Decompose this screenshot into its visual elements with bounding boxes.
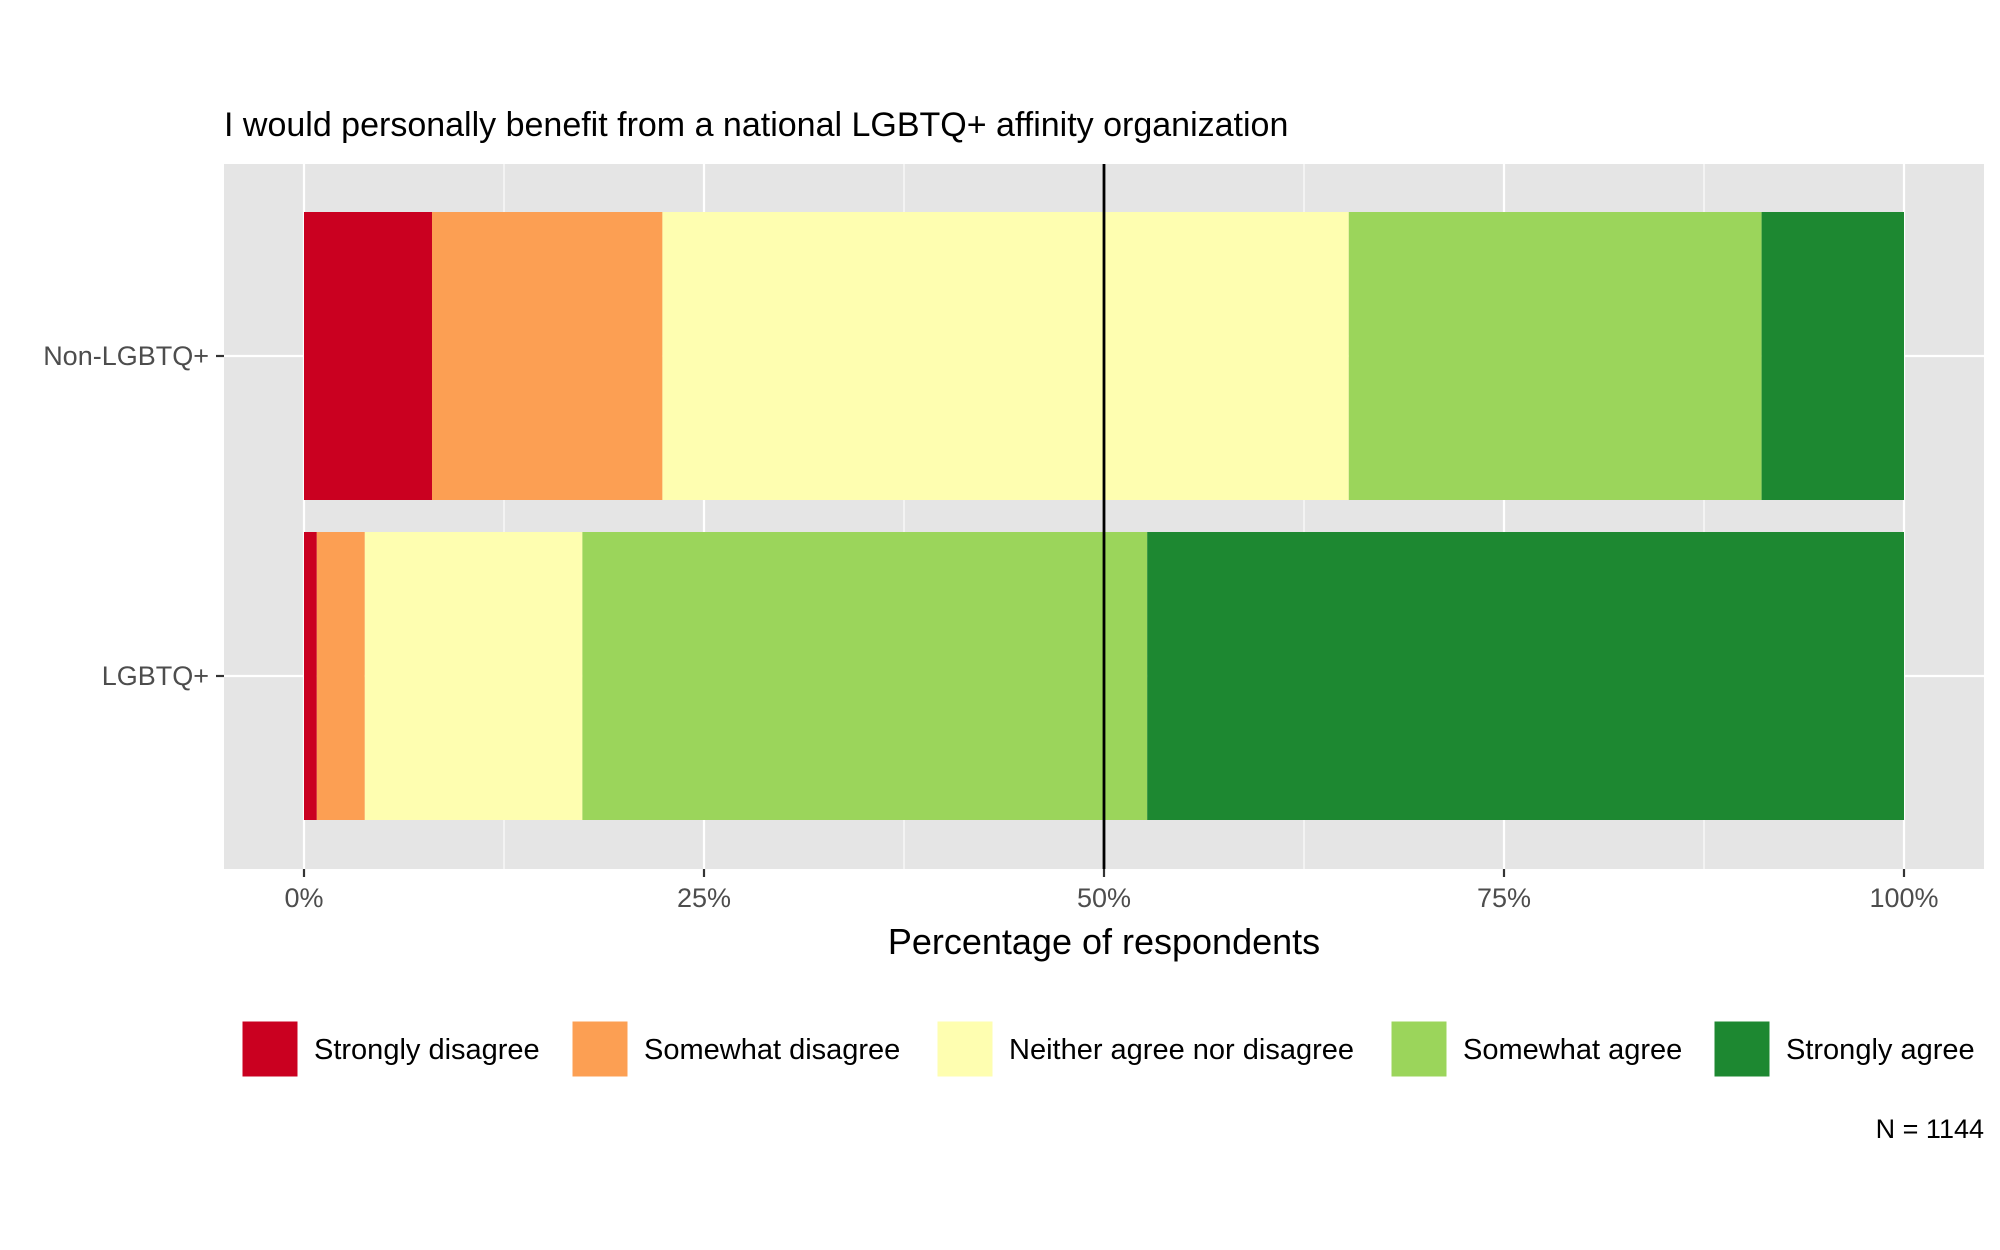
x-tick-label: 0% bbox=[284, 883, 323, 913]
bar-segments bbox=[304, 212, 1904, 820]
bar-segment bbox=[432, 212, 663, 500]
legend-key bbox=[241, 1020, 299, 1078]
y-tick-label: LGBTQ+ bbox=[102, 661, 209, 691]
bar-segment bbox=[1147, 532, 1904, 820]
legend-key bbox=[936, 1020, 994, 1078]
x-axis: 0% 25% 50% 75% 100% bbox=[284, 869, 1939, 913]
bar-segment bbox=[1348, 212, 1762, 500]
legend: Strongly disagree Somewhat disagree Neithe… bbox=[241, 1020, 1975, 1078]
x-tick-label: 50% bbox=[1077, 883, 1131, 913]
bar-segment bbox=[662, 212, 1349, 500]
legend-label: Somewhat disagree bbox=[644, 1034, 900, 1066]
legend-key bbox=[571, 1020, 629, 1078]
legend-key bbox=[1390, 1020, 1448, 1078]
bar-segment bbox=[316, 532, 365, 820]
legend-label: Strongly disagree bbox=[314, 1034, 540, 1066]
sample-size-caption: N = 1144 bbox=[1876, 1114, 1984, 1144]
legend-key bbox=[1713, 1020, 1771, 1078]
legend-label: Neither agree nor disagree bbox=[1009, 1034, 1354, 1066]
chart-title: I would personally benefit from a nation… bbox=[224, 106, 1288, 144]
bar-segment bbox=[304, 532, 317, 820]
legend-label: Strongly agree bbox=[1786, 1034, 1975, 1066]
x-tick-label: 25% bbox=[677, 883, 731, 913]
x-axis-title: Percentage of respondents bbox=[888, 921, 1320, 962]
y-axis: Non-LGBTQ+ LGBTQ+ bbox=[43, 341, 224, 691]
x-tick-label: 100% bbox=[1869, 883, 1938, 913]
x-tick-label: 75% bbox=[1477, 883, 1531, 913]
bar-segment bbox=[364, 532, 583, 820]
legend-label: Somewhat agree bbox=[1463, 1034, 1682, 1066]
bar-segment bbox=[582, 532, 1148, 820]
bar-segment bbox=[304, 212, 432, 500]
y-tick-label: Non-LGBTQ+ bbox=[43, 341, 209, 371]
bar-segment bbox=[1761, 212, 1904, 500]
